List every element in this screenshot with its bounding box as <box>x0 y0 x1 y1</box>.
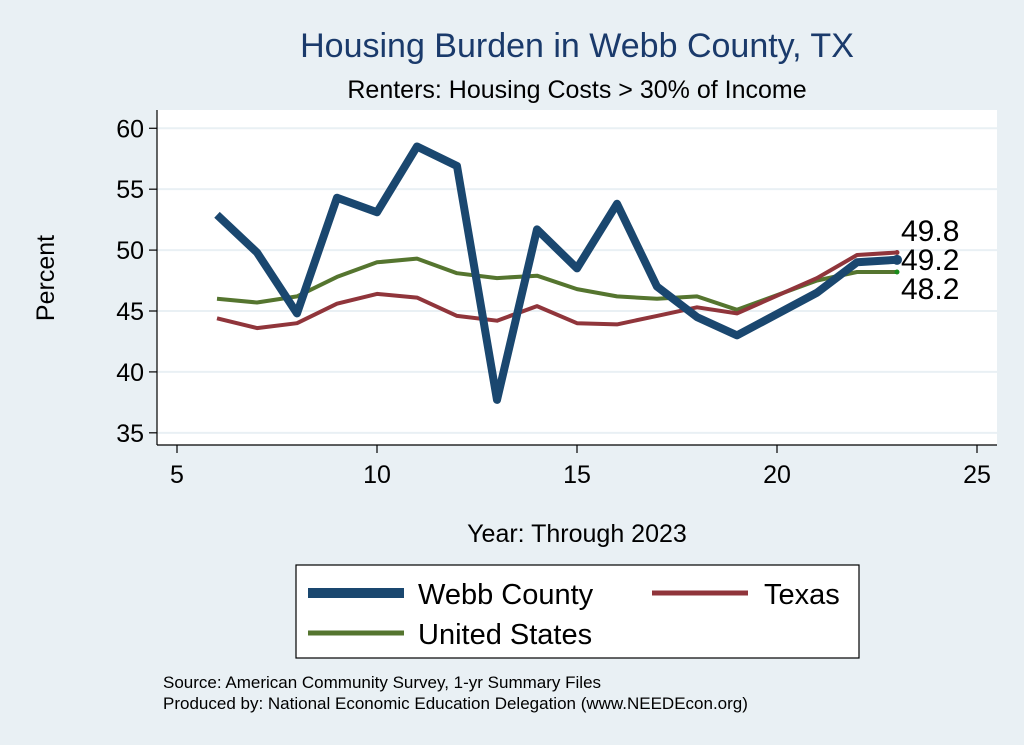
x-tick-label-5: 5 <box>170 461 184 489</box>
y-tick-label-55: 55 <box>116 176 144 204</box>
y-tick-label-35: 35 <box>116 420 144 448</box>
x-tick-label-15: 15 <box>563 461 591 489</box>
y-tick-label-50: 50 <box>116 237 144 265</box>
chart-subtitle: Renters: Housing Costs > 30% of Income <box>347 76 806 104</box>
x-tick-label-25: 25 <box>963 461 991 489</box>
y-tick-label-60: 60 <box>116 115 144 143</box>
legend-label-webb-county: Webb County <box>418 579 594 611</box>
series-line-webb-county <box>214 142 898 404</box>
series-end-point-webb-county <box>892 254 902 265</box>
plot-area <box>157 110 997 445</box>
x-tick-label-20: 20 <box>763 461 791 489</box>
y-tick-label-45: 45 <box>116 298 144 326</box>
source-note: Source: American Community Survey, 1-yr … <box>163 673 601 692</box>
series-end-point-united-states <box>894 269 900 275</box>
series-lines <box>214 142 902 404</box>
end-label-1: 49.2 <box>901 244 959 277</box>
x-tick-label-10: 10 <box>363 461 391 489</box>
y-tick-label-40: 40 <box>116 359 144 387</box>
legend-label-texas: Texas <box>764 579 840 611</box>
y-axis-label: Percent <box>32 235 60 321</box>
chart-title: Housing Burden in Webb County, TX <box>300 27 854 65</box>
y-ticks: 35 40 45 50 55 60 <box>116 115 157 448</box>
x-axis-label: Year: Through 2023 <box>467 520 687 548</box>
legend-label-united-states: United States <box>418 619 592 651</box>
produced-by-note: Produced by: National Economic Education… <box>163 694 748 713</box>
end-labels: 49.849.248.2 <box>901 215 959 306</box>
legend: Webb County Texas United States <box>295 564 860 659</box>
end-label-2: 48.2 <box>901 273 959 306</box>
end-label-0: 49.8 <box>901 215 959 248</box>
legend-box <box>295 564 860 659</box>
series-line-texas <box>216 250 898 331</box>
series-end-point-texas <box>894 250 900 256</box>
x-ticks: 5 10 15 20 25 <box>170 445 991 489</box>
